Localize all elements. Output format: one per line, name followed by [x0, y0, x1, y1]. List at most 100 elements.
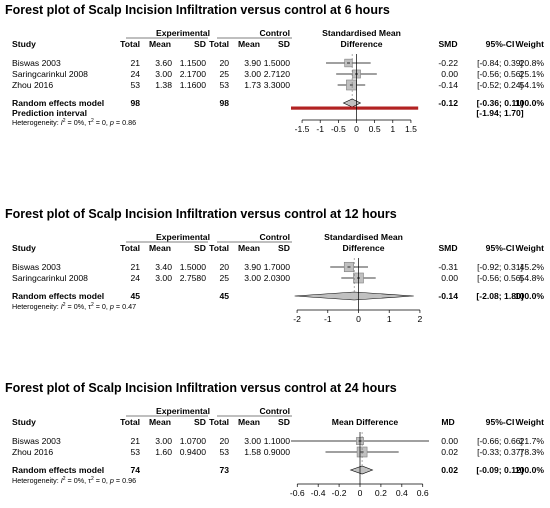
x-tick-label: 0.6: [417, 488, 429, 498]
column-header-weight: Weight: [516, 39, 545, 49]
x-tick-label: -1.5: [295, 124, 310, 134]
pooled-total-experimental: 98: [130, 98, 140, 108]
study-sd-control: 2.0300: [264, 273, 291, 283]
x-tick-label: -0.5: [331, 124, 346, 134]
study-sd-experimental: 2.7580: [180, 273, 207, 283]
pooled-label: Random effects model: [12, 291, 104, 301]
column-header-effect: Mean Difference: [332, 417, 399, 427]
study-mean-control: 1.58: [244, 447, 261, 457]
study-total-experimental: 53: [130, 447, 140, 457]
study-mean-experimental: 3.40: [155, 262, 172, 272]
i2-symbol: I: [61, 476, 63, 485]
column-header-effect: Difference: [340, 39, 382, 49]
study-weight: 25.1%: [520, 69, 545, 79]
column-header-effect: Standardised Mean: [322, 28, 401, 38]
tau-symbol: τ: [88, 476, 91, 485]
study-total-experimental: 24: [130, 69, 140, 79]
study-name: Saringcarinkul 2008: [12, 273, 88, 283]
study-ci: [-0.66; 0.66]: [477, 436, 523, 446]
study-weight: 54.1%: [520, 80, 545, 90]
column-header-total: Total: [209, 39, 229, 49]
study-mean-experimental: 3.60: [155, 58, 172, 68]
study-mean-experimental: 3.00: [155, 273, 172, 283]
column-header-weight: Weight: [516, 417, 545, 427]
x-tick-label: 0.2: [375, 488, 387, 498]
study-name: Biswas 2003: [12, 58, 61, 68]
x-tick-label: 0.4: [396, 488, 408, 498]
column-header-measure: MD: [441, 417, 454, 427]
study-name: Zhou 2016: [12, 80, 53, 90]
column-header-mean: Mean: [149, 39, 171, 49]
panel-title: Forest plot of Scalp Incision Infiltrati…: [5, 207, 397, 221]
study-mean-control: 3.00: [244, 436, 261, 446]
column-header-ci: 95%-CI: [486, 39, 515, 49]
column-header-mean: Mean: [238, 417, 260, 427]
study-total-experimental: 21: [130, 436, 140, 446]
heterogeneity-text: Heterogeneity: I2 = 0%, τ2 = 0, p = 0.96: [12, 476, 136, 485]
pooled-ci: [-0.09; 0.12]: [476, 465, 523, 475]
study-estimate: 0.00: [441, 69, 458, 79]
i2-value: = 0%,: [66, 302, 89, 311]
column-header-measure: SMD: [438, 39, 457, 49]
study-mean-experimental: 1.38: [155, 80, 172, 90]
study-total-control: 53: [219, 80, 229, 90]
pooled-row: Random effects model 45 45 -0.14 [-2.08; 1.8…: [12, 291, 544, 301]
x-tick-label: 1.5: [405, 124, 417, 134]
study-row: Biswas 2003 21 3.00 1.0700 20 3.00 1.1000 0.00[…: [12, 436, 544, 446]
study-total-control: 20: [219, 58, 229, 68]
tau2-value: = 0,: [94, 302, 110, 311]
column-header-study: Study: [12, 39, 36, 49]
study-sd-experimental: 2.1700: [180, 69, 207, 79]
p-symbol: p: [109, 118, 114, 127]
study-name: Biswas 2003: [12, 436, 61, 446]
x-tick-label: 0: [354, 124, 359, 134]
tau2-value: = 0,: [94, 118, 110, 127]
study-total-control: 53: [219, 447, 229, 457]
column-header-measure: SMD: [438, 243, 457, 253]
i2-superscript: 2: [63, 476, 66, 482]
study-sd-experimental: 0.9400: [180, 447, 207, 457]
study-sd-control: 1.1000: [264, 436, 291, 446]
x-tick-label: 2: [418, 314, 423, 324]
study-row: Saringcarinkul 2008 24 3.00 2.1700 25 3.00 2.7…: [12, 69, 544, 79]
column-header-ci: 95%-CI: [486, 243, 515, 253]
prediction-ci: [-1.94; 1.70]: [476, 108, 523, 118]
pooled-row: Random effects model 74 73 0.02 [-0.09; 0.12…: [12, 465, 544, 475]
study-total-experimental: 21: [130, 262, 140, 272]
study-mean-experimental: 1.60: [155, 447, 172, 457]
p-value: = 0.96: [114, 476, 136, 485]
forest-panel-3: Forest plot of Scalp Incision Infiltrati…: [5, 381, 544, 498]
i2-symbol: I: [61, 118, 63, 127]
study-sd-control: 3.3000: [264, 80, 291, 90]
column-header-sd: SD: [278, 243, 290, 253]
i2-value: = 0%,: [66, 118, 89, 127]
pooled-label: Random effects model: [12, 465, 104, 475]
x-tick-label: -0.4: [311, 488, 326, 498]
panel-title: Forest plot of Scalp Incision Infiltrati…: [5, 3, 390, 17]
study-row: Zhou 2016 53 1.60 0.9400 53 1.58 0.9000 0.02 [-0…: [12, 446, 544, 458]
pooled-weight: 100.0%: [515, 291, 545, 301]
study-row: Biswas 2003 21 3.60 1.1500 20 3.90 1.5000 -0.22…: [12, 58, 544, 68]
x-tick-label: 0: [356, 314, 361, 324]
pooled-estimate: -0.14: [438, 291, 458, 301]
study-name: Biswas 2003: [12, 262, 61, 272]
column-header-mean: Mean: [238, 243, 260, 253]
study-total-control: 20: [219, 262, 229, 272]
pooled-ci: [-0.36; 0.11]: [477, 98, 524, 108]
study-ci: [-0.52; 0.24]: [477, 80, 523, 90]
column-header-sd: SD: [278, 417, 290, 427]
pooled-label: Random effects model: [12, 98, 104, 108]
x-tick-label: -1: [324, 314, 332, 324]
study-weight: 20.8%: [520, 58, 545, 68]
group-label-control: Control: [259, 232, 290, 242]
panel-title: Forest plot of Scalp Incision Infiltrati…: [5, 381, 397, 395]
study-mean-control: 3.90: [244, 262, 261, 272]
pooled-row: Random effects model 98 98 -0.12 [-0.36; 0.1…: [12, 98, 544, 108]
tau-symbol: τ: [88, 302, 91, 311]
heterogeneity-text: Heterogeneity: I2 = 0%, τ2 = 0, p = 0.47: [12, 302, 136, 311]
x-tick-label: 1: [387, 314, 392, 324]
study-weight: 54.8%: [520, 273, 545, 283]
heterogeneity-prefix: Heterogeneity:: [12, 118, 61, 127]
pooled-diamond: [342, 98, 362, 108]
pooled-estimate: 0.02: [441, 465, 458, 475]
